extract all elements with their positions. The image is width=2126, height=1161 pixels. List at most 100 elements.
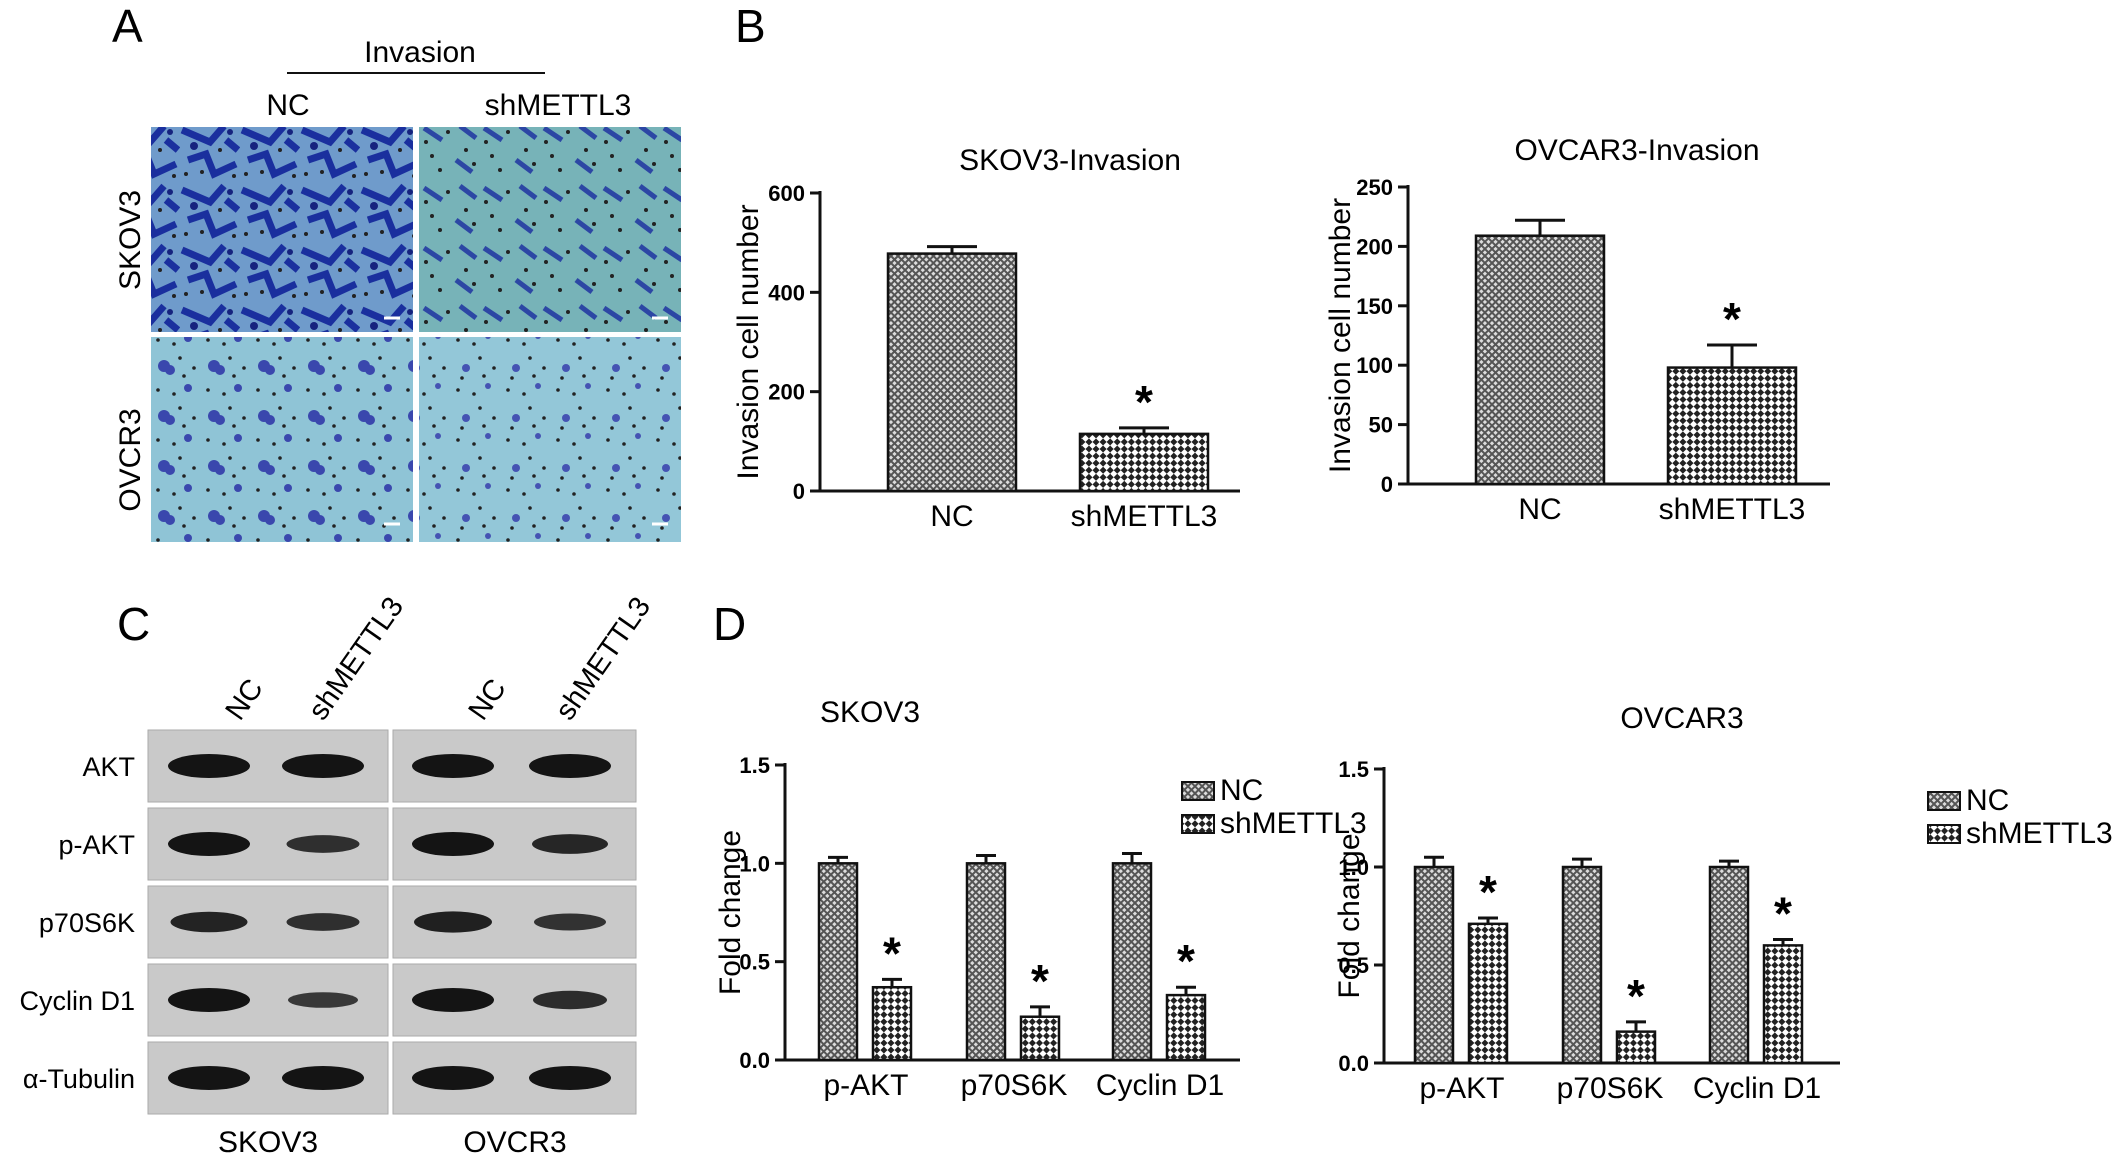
y-tick-label: 1.0 — [1338, 855, 1369, 880]
chart-title: OVCAR3 — [1620, 702, 1743, 735]
micrograph-skov3-shmettl3 — [419, 127, 681, 332]
bar — [1467, 922, 1509, 1065]
panel-d: D SKOV3 0.0 0.5 1.0 1.5 Fold change * p-AKT * p70… — [713, 598, 2113, 1105]
significance-star: * — [1723, 293, 1741, 345]
blot-band — [529, 754, 611, 778]
blot-row-label: Cyclin D1 — [19, 986, 135, 1016]
invasion-header: Invasion — [364, 36, 476, 69]
panel-d-label: D — [713, 598, 746, 650]
cell-line-label-skov3: SKOV3 — [218, 1126, 318, 1159]
cell-line-label-ovcr3: OVCR3 — [463, 1126, 566, 1159]
significance-star: * — [1774, 888, 1792, 940]
significance-star: * — [1627, 970, 1645, 1022]
bar — [1413, 865, 1455, 1065]
legend-swatch — [1181, 814, 1215, 834]
significance-star: * — [1177, 935, 1195, 987]
blot-band — [412, 832, 494, 856]
x-tick-label: NC — [930, 500, 973, 533]
blot-row-label: α-Tubulin — [23, 1064, 135, 1094]
blot-band — [529, 1066, 611, 1090]
lane-label-skov3-shmettl3: shMETTL3 — [303, 591, 411, 726]
y-tick-label: 0.0 — [739, 1048, 770, 1073]
lane-label-skov3-nc: NC — [220, 673, 270, 726]
blot-band — [282, 1066, 364, 1090]
legend-label: shMETTL3 — [1220, 807, 1367, 840]
legend-label: NC — [1220, 774, 1263, 807]
bar — [1474, 234, 1606, 486]
chart-ovcar3-fold-change: OVCAR3 0.0 0.5 1.0 1.5 Fold change * p-AKT * p70S… — [1333, 702, 2113, 1105]
y-axis-label: Fold change — [1333, 833, 1366, 998]
x-tick-label: p-AKT — [1419, 1072, 1504, 1105]
blot-band — [286, 835, 360, 853]
bar — [1561, 865, 1603, 1065]
blot-band — [168, 1066, 250, 1090]
bar — [1165, 993, 1207, 1062]
row-label-ovcr3: OVCR3 — [114, 408, 147, 511]
blot-band — [288, 992, 358, 1008]
col-label-nc: NC — [266, 89, 309, 122]
x-tick-label: p70S6K — [961, 1069, 1068, 1102]
legend-swatch — [1181, 781, 1215, 801]
y-axis-label: Invasion cell number — [1324, 198, 1357, 473]
bar — [1666, 366, 1798, 486]
bar — [1078, 432, 1210, 493]
blot-band — [412, 1066, 494, 1090]
y-tick-label: 200 — [768, 380, 805, 405]
blot-band — [282, 754, 364, 778]
y-tick-label: 1.5 — [1338, 757, 1369, 782]
significance-star: * — [1479, 866, 1497, 918]
chart-skov3-fold-change: SKOV3 0.0 0.5 1.0 1.5 Fold change * p-AKT * p70S6… — [714, 696, 1367, 1102]
bar — [1762, 944, 1804, 1065]
row-label-skov3: SKOV3 — [114, 190, 147, 290]
blot-band — [414, 911, 492, 933]
bar — [871, 985, 913, 1062]
significance-star: * — [883, 927, 901, 979]
bar — [1615, 1030, 1657, 1065]
chart-title: SKOV3-Invasion — [959, 144, 1181, 177]
y-tick-label: 250 — [1356, 175, 1393, 200]
panel-c: C NC shMETTL3 NC shMETTL3 AKT p-AKT p70S6K… — [19, 591, 657, 1159]
y-tick-label: 400 — [768, 280, 805, 305]
y-tick-label: 0.5 — [739, 950, 770, 975]
chart-title: OVCAR3-Invasion — [1514, 134, 1759, 167]
blot-band — [412, 988, 494, 1012]
x-tick-label: shMETTL3 — [1071, 500, 1218, 533]
bar — [1019, 1015, 1061, 1062]
significance-star: * — [1031, 955, 1049, 1007]
y-axis-label: Fold change — [714, 830, 747, 995]
y-tick-label: 0.5 — [1338, 953, 1369, 978]
col-label-shmettl3: shMETTL3 — [485, 89, 632, 122]
bar — [1708, 865, 1750, 1065]
blot-band — [168, 754, 250, 778]
legend-label: NC — [1966, 784, 2009, 817]
y-tick-label: 100 — [1356, 353, 1393, 378]
x-tick-label: shMETTL3 — [1659, 493, 1806, 526]
blot-row-label: p-AKT — [58, 830, 135, 860]
y-tick-label: 1.5 — [739, 753, 770, 778]
x-tick-label: p70S6K — [1557, 1072, 1664, 1105]
y-tick-label: 0 — [1381, 472, 1393, 497]
lane-label-ovcr3-nc: NC — [463, 673, 513, 726]
panel-c-label: C — [117, 598, 150, 650]
blot-row-label: p70S6K — [39, 908, 135, 938]
y-tick-label: 1.0 — [739, 851, 770, 876]
blot-band — [168, 988, 250, 1012]
significance-star: * — [1135, 376, 1153, 428]
bar — [965, 862, 1007, 1062]
bar — [817, 862, 859, 1062]
micrograph-ovcr3-shmettl3 — [419, 337, 681, 542]
blot-band — [532, 834, 608, 854]
y-tick-label: 0.0 — [1338, 1051, 1369, 1076]
bar — [886, 252, 1018, 493]
y-tick-label: 200 — [1356, 234, 1393, 259]
blot-band — [170, 911, 248, 933]
blot-band — [286, 913, 360, 931]
chart-title: SKOV3 — [820, 696, 920, 729]
panel-b-label: B — [735, 0, 766, 52]
legend-swatch — [1927, 824, 1961, 844]
legend-swatch — [1927, 791, 1961, 811]
